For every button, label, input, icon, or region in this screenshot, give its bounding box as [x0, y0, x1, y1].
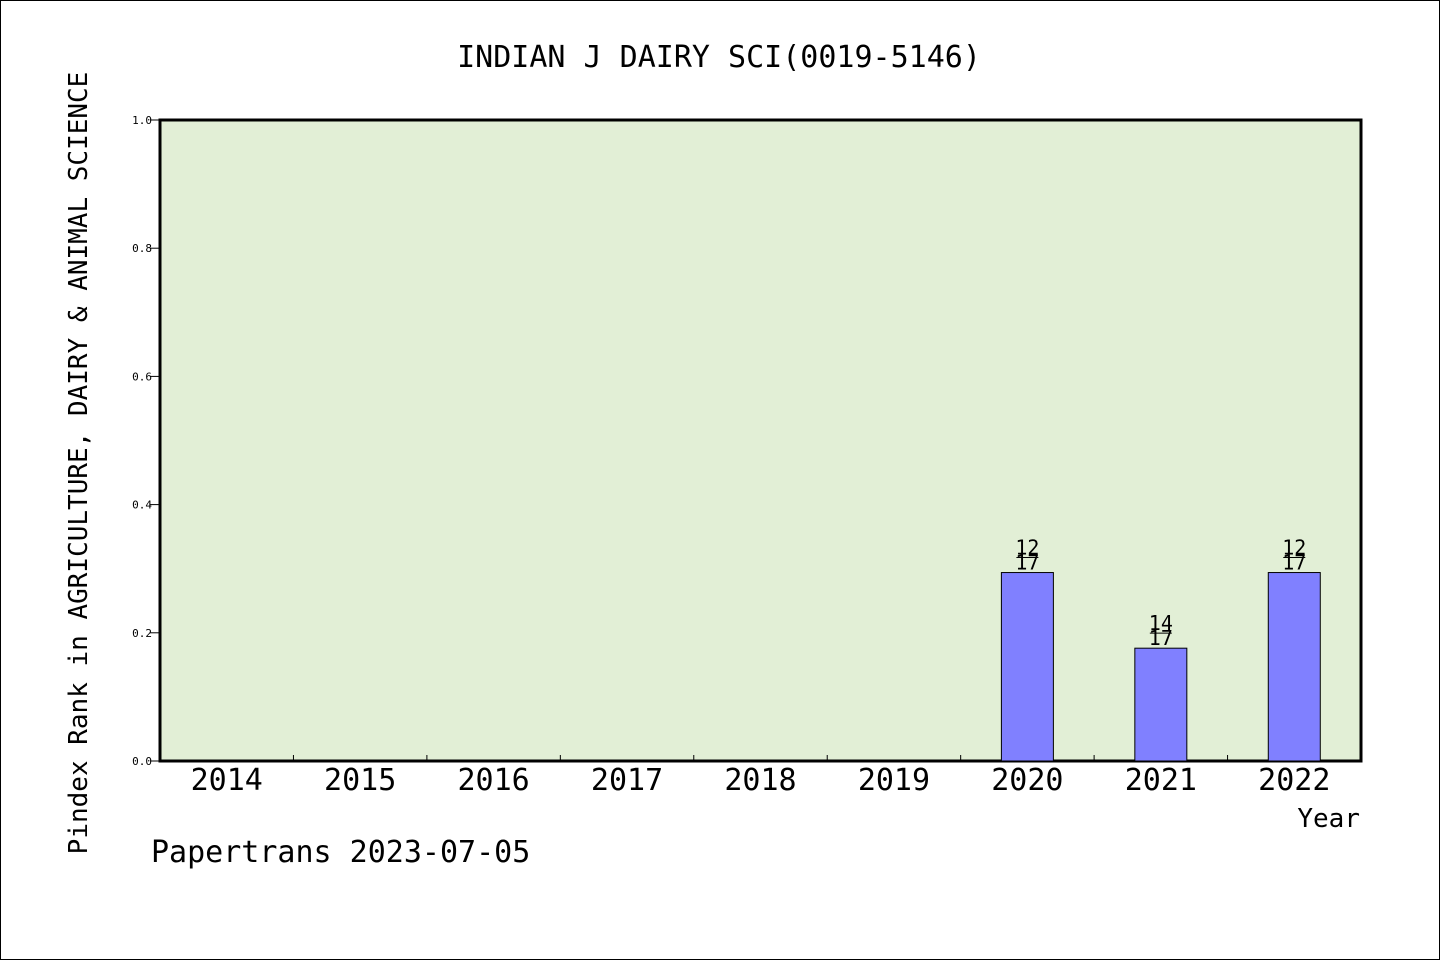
y-tick-label: 0.8 [132, 242, 152, 255]
axis-ticks: 0.0 0.2 0.4 0.6 0.8 1.0 2014 2015 2016 2017 2018 20… [132, 114, 1330, 798]
bar-label-numerator: 14 [1149, 611, 1173, 635]
y-tick-label: 1.0 [132, 114, 152, 127]
bar-label-denominator: 17 [1149, 626, 1173, 650]
y-tick-label: 0.0 [132, 755, 152, 768]
x-tick-label: 2019 [858, 763, 930, 798]
x-tick-label: 2017 [591, 763, 663, 798]
bar-2021 [1134, 647, 1188, 762]
bar-label-numerator: 12 [1282, 536, 1306, 560]
footer-note: Papertrans 2023-07-05 [151, 835, 531, 870]
x-axis-label: Year [1297, 804, 1360, 834]
x-tick-label: 2020 [991, 763, 1063, 798]
y-tick-label: 0.4 [132, 499, 152, 512]
x-tick-label: 2015 [324, 763, 396, 798]
x-tick-label: 2018 [724, 763, 796, 798]
x-tick-label: 2014 [191, 763, 263, 798]
y-tick-label: 0.2 [132, 627, 152, 640]
y-tick-label: 0.6 [132, 370, 152, 383]
chart-title: INDIAN J DAIRY SCI(0019-5146) [457, 40, 981, 75]
bar-2020 [1000, 572, 1054, 762]
bar-label-denominator: 17 [1282, 551, 1306, 575]
bar-2022 [1267, 572, 1321, 762]
bar-label-numerator: 12 [1015, 536, 1039, 560]
x-tick-label: 2016 [457, 763, 529, 798]
x-tick-label: 2021 [1125, 763, 1197, 798]
x-tick-label: 2022 [1258, 763, 1330, 798]
y-axis-label: Pindex Rank in AGRICULTURE, DAIRY & ANIM… [64, 72, 94, 855]
bar-label-denominator: 17 [1015, 551, 1039, 575]
